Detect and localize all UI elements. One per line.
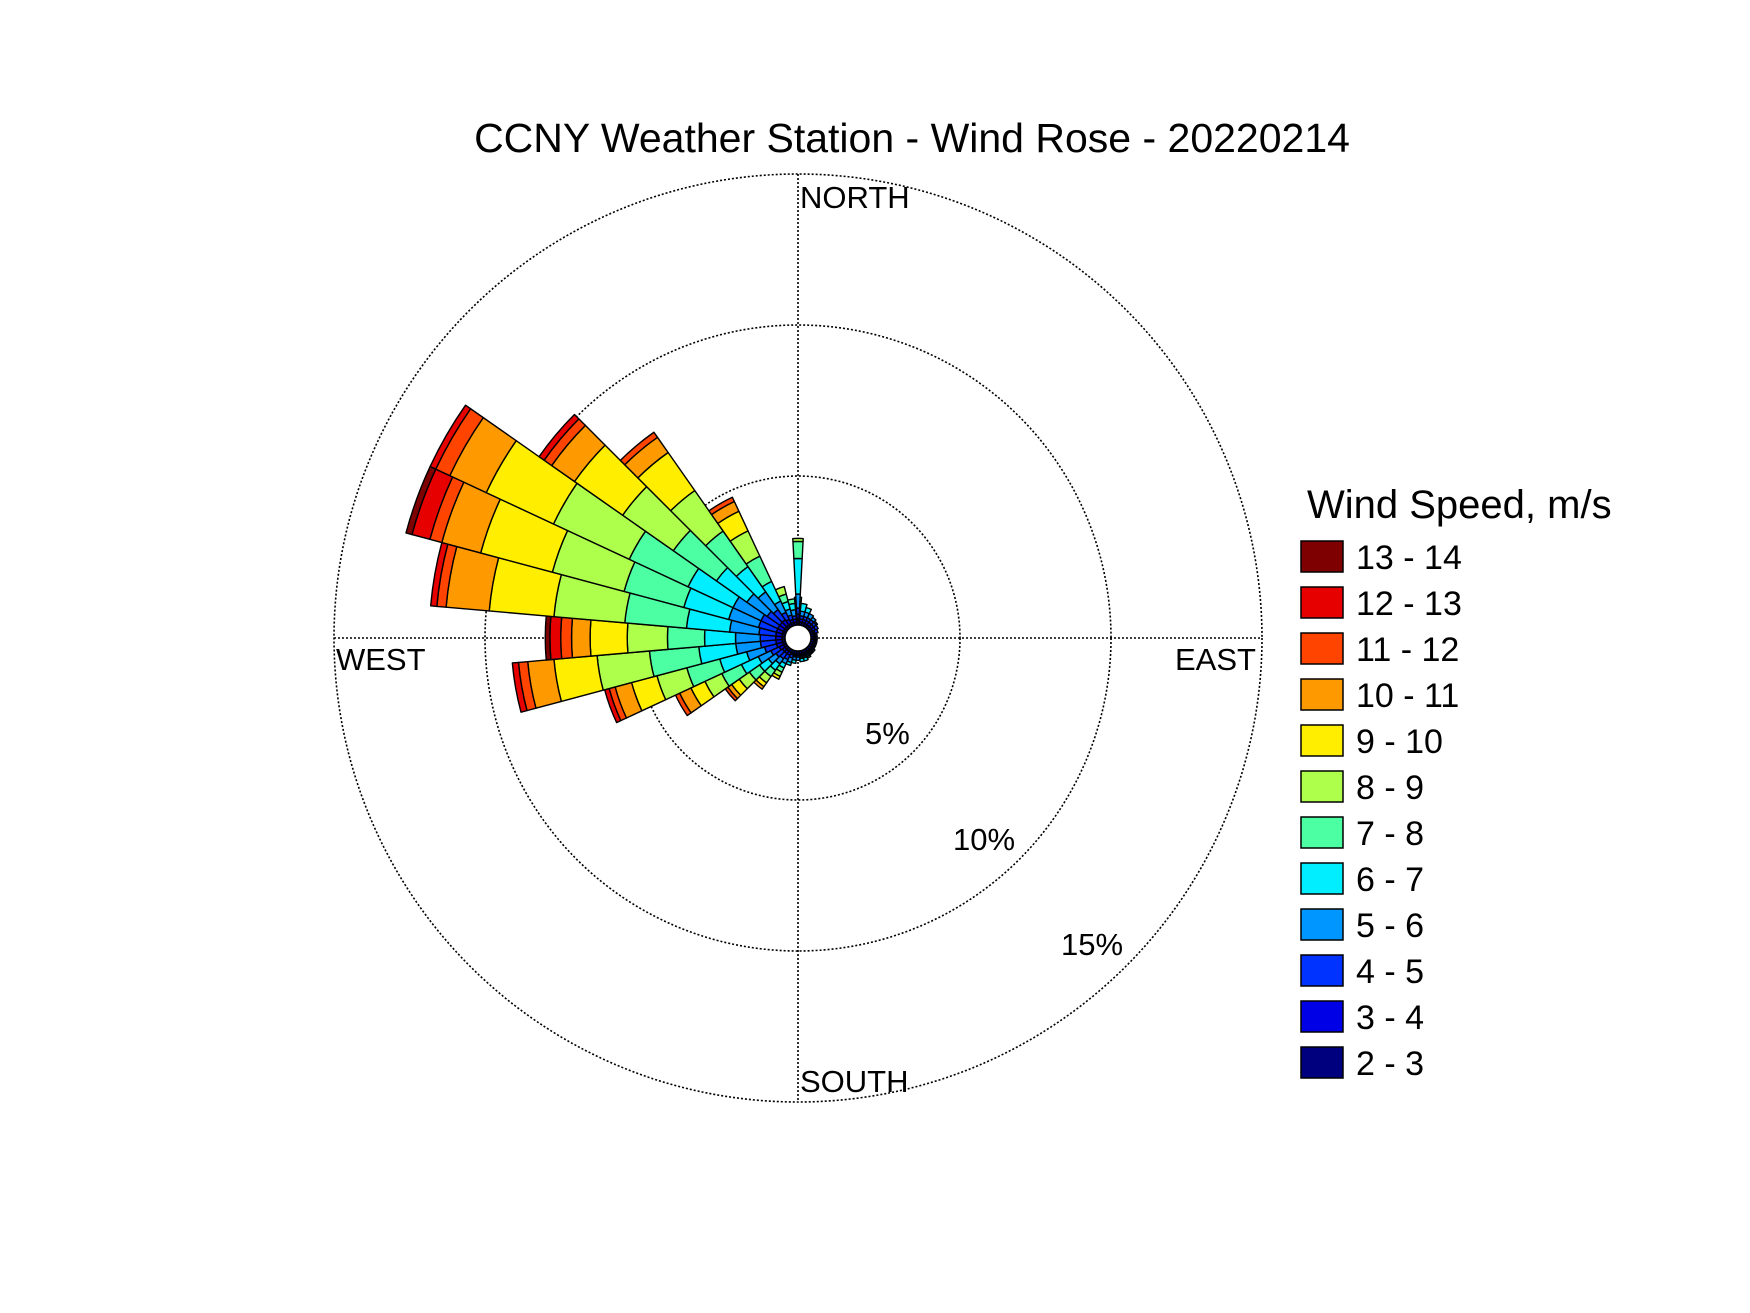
petal-30-bin-3 [806,612,815,621]
direction-label-south: SOUTH [800,1064,909,1099]
legend-swatch-1 [1300,1000,1344,1033]
legend-swatch-11 [1300,540,1344,573]
legend-swatch-2 [1300,954,1344,987]
direction-label-north: NORTH [800,180,910,215]
ring-label-5: 5% [865,716,910,751]
petal-0-bin-0 [796,618,800,626]
legend-swatch-6 [1300,770,1344,803]
petal-20-bin-4 [804,606,813,615]
legend-label-10: 12 - 13 [1356,585,1462,623]
direction-label-west: WEST [336,642,426,677]
legend-swatch-4 [1300,862,1344,895]
legend-label-7: 9 - 10 [1356,723,1443,761]
ring-label-15: 15% [1061,927,1123,962]
direction-label-east: EAST [1175,642,1256,677]
legend-label-11: 13 - 14 [1356,539,1462,577]
petal-270-bin-9 [560,616,574,660]
petal-310-bin-10 [538,413,580,461]
legend-items: 13 - 14 12 - 13 11 - 12 10 - 11 9 - 10 8 - 9 7… [1300,539,1462,1083]
legend-swatch-9 [1300,632,1344,665]
petal-270-bin-7 [589,619,629,657]
petal-170-bin-4 [799,657,805,663]
legend: Wind Speed, m/s 13 - 14 12 - 13 11 - 12 10 … [1300,483,1612,1083]
petal-0-bin-5 [792,540,804,560]
petal-270-bin-8 [570,617,592,659]
petal-270-bin-6 [626,622,669,654]
petal-70-bin-2 [813,628,819,635]
petal-50-bin-3 [813,620,819,626]
legend-label-6: 8 - 9 [1356,769,1424,807]
wind-rose-petals [405,404,819,724]
petal-0-bin-4 [793,557,803,595]
petal-320-bin-9 [619,431,659,466]
legend-swatch-8 [1300,678,1344,711]
chart-title: CCNY Weather Station - Wind Rose - 20220… [474,115,1350,161]
legend-swatch-3 [1300,908,1344,941]
petal-0-bin-3 [795,593,801,609]
petal-300-bin-10 [429,404,472,470]
legend-label-5: 7 - 8 [1356,815,1424,853]
legend-label-8: 10 - 11 [1356,677,1459,715]
legend-label-3: 5 - 6 [1356,907,1424,945]
legend-swatch-0 [1300,1046,1344,1079]
petal-0-bin-6 [792,537,804,543]
petal-340-bin-6 [774,585,787,598]
legend-label-0: 2 - 3 [1356,1045,1424,1083]
legend-swatch-10 [1300,586,1344,619]
ring-label-10: 10% [953,822,1015,857]
petal-0-bin-2 [795,607,801,615]
legend-label-2: 4 - 5 [1356,953,1424,991]
petal-260-bin-10 [511,661,528,713]
petal-270-bin-10 [549,615,563,661]
petal-350-bin-5 [787,598,796,606]
legend-label-1: 3 - 4 [1356,999,1424,1037]
petal-270-bin-11 [544,615,552,661]
legend-label-9: 11 - 12 [1356,631,1459,669]
legend-swatch-7 [1300,724,1344,757]
center-hole [784,624,812,652]
legend-title: Wind Speed, m/s [1307,483,1612,527]
legend-label-4: 6 - 7 [1356,861,1424,899]
petal-330-bin-9 [708,496,736,516]
petal-260-bin-7 [553,654,604,703]
legend-swatch-5 [1300,816,1344,849]
